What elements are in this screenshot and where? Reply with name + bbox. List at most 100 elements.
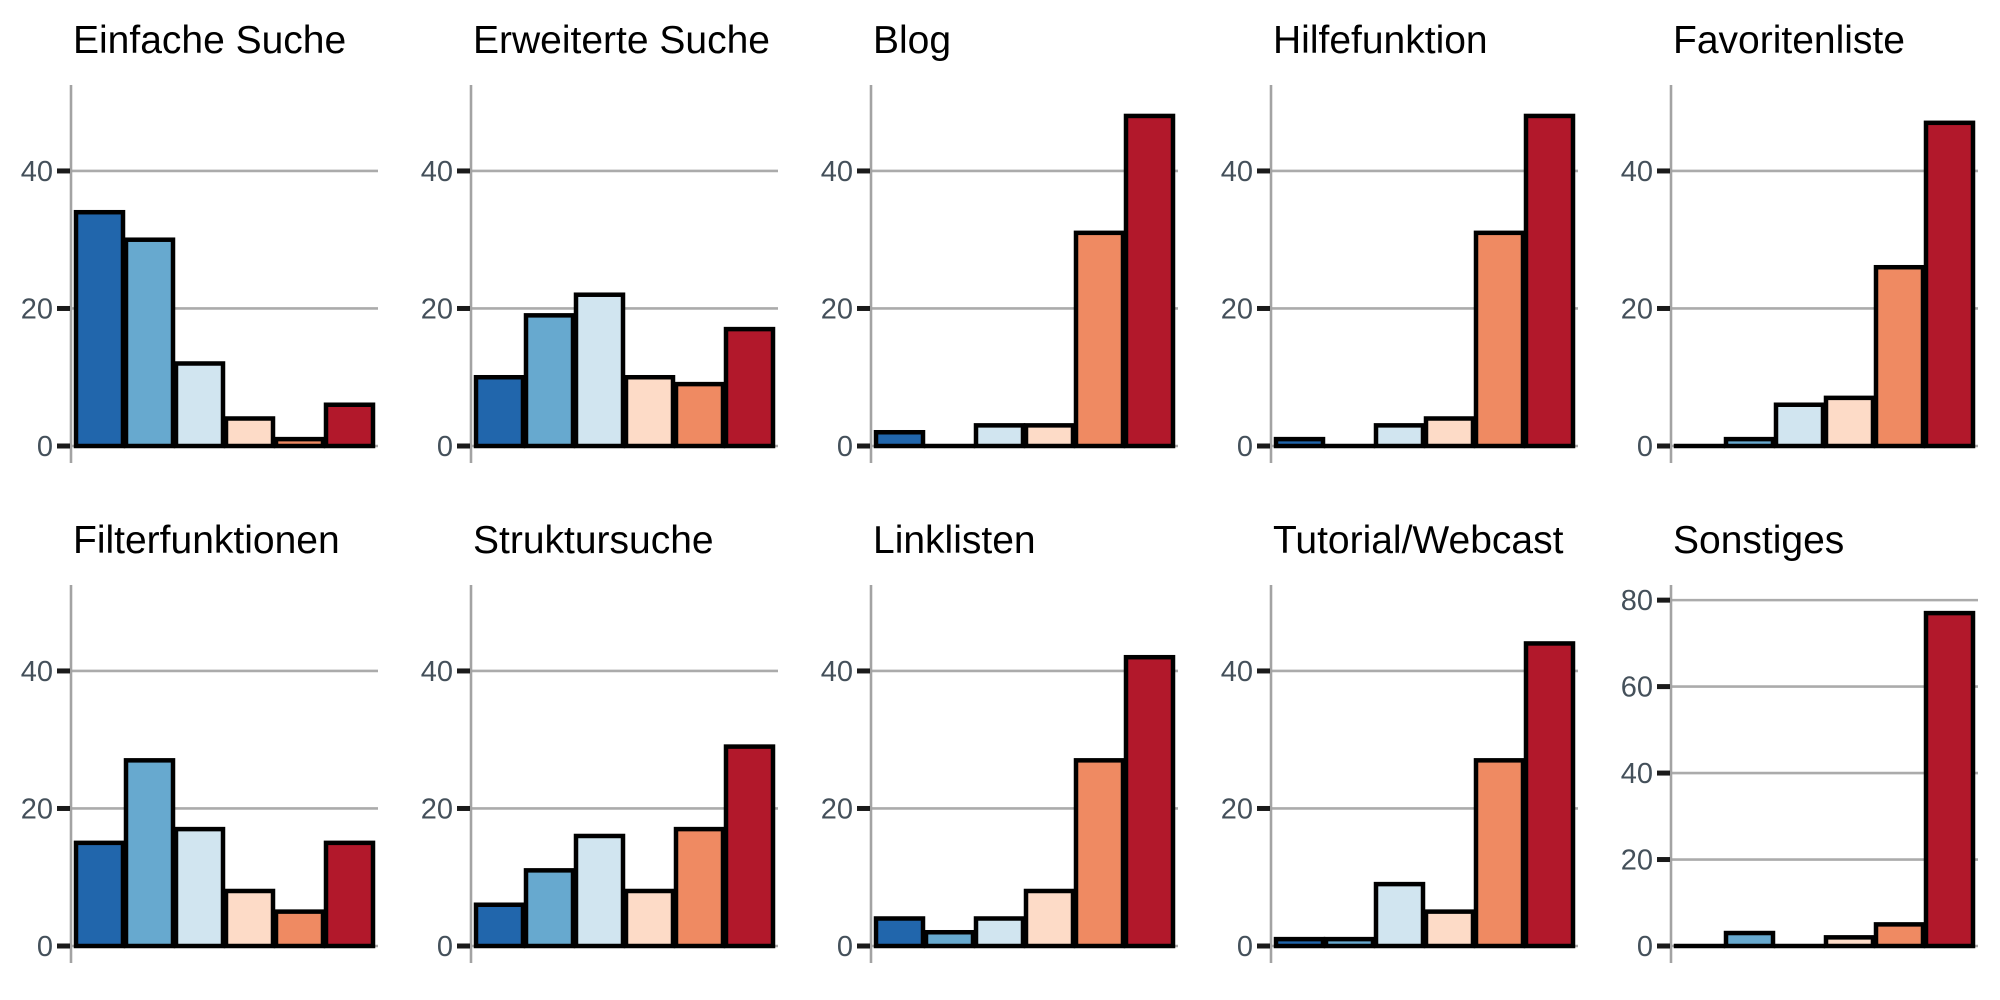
- bar: [673, 826, 726, 949]
- bar: [1423, 909, 1476, 949]
- facet-title: Hilfefunktion: [1273, 19, 1488, 62]
- bar: [173, 361, 226, 449]
- facet-chart: 0 20 40 Filterfunktionen: [21, 519, 378, 963]
- y-axis-tick-label: 20: [21, 293, 53, 325]
- facet-title: Sonstiges: [1673, 519, 1844, 562]
- bar: [223, 416, 276, 449]
- y-axis-tick-label: 0: [1237, 931, 1253, 963]
- bar: [123, 758, 176, 949]
- bar: [523, 313, 576, 449]
- y-axis-tick-label: 20: [1221, 793, 1253, 825]
- facet-hilfefunktion: 0 20 40 Hilfefunktion: [1200, 0, 1600, 500]
- bar: [573, 833, 626, 949]
- facet-erweiterte-suche: 0 20 40 Erweiterte Suche: [400, 0, 800, 500]
- facet-chart: 0 20 40 Linklisten: [821, 519, 1178, 963]
- y-axis-tick-label: 0: [37, 431, 53, 463]
- y-axis-tick-label: 20: [821, 793, 853, 825]
- bar: [73, 209, 126, 449]
- bar: [1273, 436, 1326, 449]
- bar: [473, 902, 526, 949]
- y-axis-tick-label: 20: [1621, 293, 1653, 325]
- bar: [1523, 113, 1576, 449]
- facet-chart: 0 20 40 Favoritenliste: [1621, 19, 1978, 463]
- bar: [1323, 936, 1376, 949]
- y-axis-tick-label: 60: [1621, 672, 1653, 704]
- facet-title: Tutorial/Webcast: [1273, 519, 1564, 562]
- bar: [323, 402, 376, 449]
- bar: [873, 916, 926, 949]
- bar: [1373, 423, 1426, 449]
- bar: [1923, 610, 1976, 949]
- bar: [873, 429, 926, 449]
- facet-struktursuche: 0 20 40 Struktursuche: [400, 500, 800, 1000]
- y-axis-tick-label: 40: [1621, 758, 1653, 790]
- bar: [473, 374, 526, 449]
- bar: [323, 840, 376, 949]
- facet-tutorial-webcast: 0 20 40 Tutorial/Webcast: [1200, 500, 1600, 1000]
- bar: [273, 436, 326, 449]
- facet-filterfunktionen: 0 20 40 Filterfunktionen: [0, 500, 400, 1000]
- bar: [1823, 395, 1876, 449]
- bar: [723, 744, 776, 949]
- bar: [723, 326, 776, 449]
- y-axis-tick-label: 0: [37, 931, 53, 963]
- facet-title: Favoritenliste: [1673, 19, 1905, 62]
- facet-linklisten: 0 20 40 Linklisten: [800, 500, 1200, 1000]
- bar: [1473, 758, 1526, 949]
- facet-chart: 0 20 40 Struktursuche: [421, 519, 778, 963]
- y-axis-tick-label: 40: [821, 156, 853, 188]
- y-axis-tick-label: 20: [821, 293, 853, 325]
- y-axis-tick-label: 20: [21, 793, 53, 825]
- facet-chart: 0 20 40 Hilfefunktion: [1221, 19, 1578, 463]
- facet-sonstiges: 0 20 40 60 80 Sonstiges: [1600, 500, 2000, 1000]
- facet-blog: 0 20 40 Blog: [800, 0, 1200, 500]
- bar: [223, 888, 276, 949]
- y-axis-tick-label: 20: [1621, 845, 1653, 877]
- y-axis-tick-label: 40: [421, 156, 453, 188]
- bar: [1723, 930, 1776, 949]
- y-axis-tick-label: 40: [821, 656, 853, 688]
- bar: [1823, 935, 1876, 949]
- bar: [1473, 230, 1526, 449]
- facet-title: Blog: [873, 19, 951, 62]
- bar: [1123, 113, 1176, 449]
- y-axis-tick-label: 20: [421, 793, 453, 825]
- bar: [623, 888, 676, 949]
- bar: [1873, 264, 1926, 449]
- y-axis-tick-label: 40: [21, 156, 53, 188]
- facet-chart: 0 20 40 Einfache Suche: [21, 19, 378, 463]
- y-axis-tick-label: 0: [837, 431, 853, 463]
- bar: [623, 374, 676, 449]
- y-axis-tick-label: 80: [1621, 585, 1653, 617]
- bar: [1373, 881, 1426, 949]
- facet-einfache-suche: 0 20 40 Einfache Suche: [0, 0, 400, 500]
- facet-title: Erweiterte Suche: [473, 19, 770, 62]
- facet-chart: 0 20 40 Blog: [821, 19, 1178, 463]
- bar: [973, 916, 1026, 949]
- y-axis-tick-label: 40: [1221, 656, 1253, 688]
- bar: [1723, 436, 1776, 449]
- y-axis-tick-label: 40: [1621, 156, 1653, 188]
- y-axis-tick-label: 0: [1637, 931, 1653, 963]
- bar: [1023, 888, 1076, 949]
- y-axis-tick-label: 40: [1221, 156, 1253, 188]
- facet-chart: 0 20 40 60 80 Sonstiges: [1621, 519, 1978, 963]
- facet-title: Filterfunktionen: [73, 519, 340, 562]
- bar: [73, 840, 126, 949]
- bar: [1073, 758, 1126, 949]
- bar: [1073, 230, 1126, 449]
- facet-title: Linklisten: [873, 519, 1036, 562]
- bar: [1873, 922, 1926, 949]
- y-axis-tick-label: 0: [1637, 431, 1653, 463]
- y-axis-tick-label: 20: [1221, 293, 1253, 325]
- bar: [1273, 936, 1326, 949]
- facet-title: Einfache Suche: [73, 19, 346, 62]
- y-axis-tick-label: 0: [1237, 431, 1253, 463]
- y-axis-tick-label: 40: [21, 656, 53, 688]
- bar: [923, 929, 976, 949]
- bar: [273, 909, 326, 949]
- bar: [1523, 641, 1576, 949]
- bar: [123, 237, 176, 449]
- bar: [1423, 416, 1476, 449]
